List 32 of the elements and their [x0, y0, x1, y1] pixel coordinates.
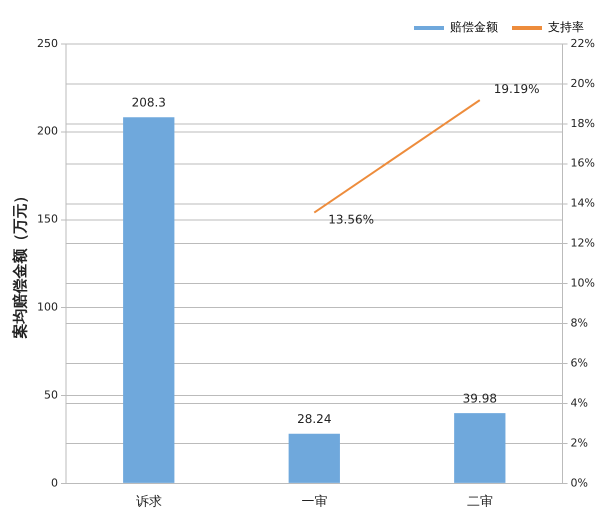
y-tick-label: 100 — [36, 300, 58, 314]
y2-tick-label: 8% — [570, 316, 588, 330]
legend-label: 支持率 — [548, 20, 584, 34]
y-tick-label: 250 — [36, 36, 58, 50]
data-label: 13.56% — [328, 212, 374, 227]
bar — [454, 413, 506, 483]
x-tick-label: 二审 — [466, 494, 493, 510]
y2-tick-label: 16% — [570, 156, 596, 170]
y-tick-label: 150 — [36, 212, 58, 226]
x-tick-label: 一审 — [301, 494, 328, 510]
data-label: 28.24 — [297, 412, 332, 426]
y2-tick-label: 12% — [570, 236, 596, 250]
y-tick-label: 200 — [36, 124, 58, 138]
y2-tick-label: 20% — [570, 76, 596, 90]
legend-label: 赔偿金额 — [450, 20, 498, 34]
y2-tick-label: 22% — [570, 36, 596, 50]
y-axis-title: 案均赔偿金额（万元） — [10, 188, 29, 340]
bar — [123, 117, 174, 483]
y2-tick-label: 0% — [570, 476, 588, 490]
data-label: 208.3 — [132, 95, 166, 110]
y2-tick-label: 14% — [570, 196, 596, 210]
y2-tick-label: 10% — [570, 276, 596, 290]
y2-tick-label: 6% — [570, 356, 588, 370]
data-label: 39.98 — [462, 391, 497, 406]
y2-tick-label: 2% — [570, 436, 588, 450]
data-label: 19.19% — [494, 82, 540, 96]
x-tick-label: 诉求 — [136, 494, 162, 510]
y2-tick-label: 4% — [570, 396, 588, 410]
bar — [288, 434, 340, 483]
y2-tick-label: 18% — [570, 116, 596, 130]
y-tick-label: 0 — [50, 476, 58, 490]
y-tick-label: 50 — [44, 388, 58, 402]
